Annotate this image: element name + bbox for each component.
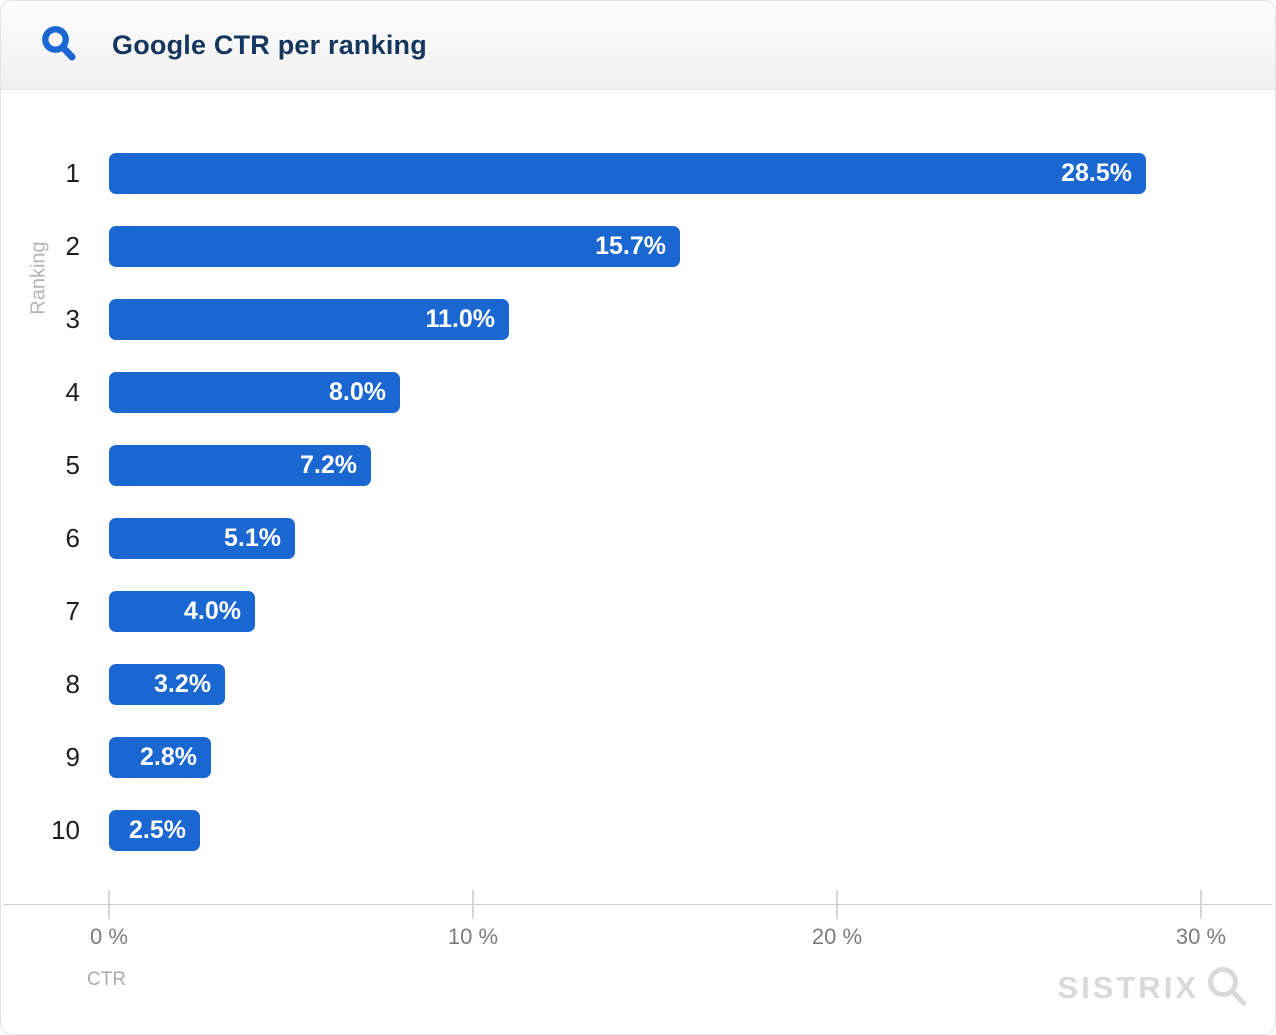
- bar-value-label: 2.8%: [140, 743, 197, 771]
- magnifier-icon: [1203, 964, 1251, 1012]
- ctr-bar[interactable]: 2.5%: [109, 810, 200, 851]
- ctr-bar[interactable]: 8.0%: [109, 372, 400, 413]
- rank-label: 1: [65, 158, 80, 188]
- bar-row: 9 2.8%: [1, 737, 1275, 778]
- watermark-text: SISTRIX: [1057, 970, 1199, 1005]
- rank-label: 7: [65, 596, 80, 626]
- rank-label: 8: [65, 669, 80, 699]
- watermark: SISTRIX: [1057, 964, 1251, 1012]
- ctr-bar[interactable]: 15.7%: [109, 226, 680, 267]
- bar-value-label: 28.5%: [1061, 159, 1132, 187]
- x-axis-tick: [472, 890, 474, 919]
- plot-area: Ranking 1 28.5% 2 15.7% 3 11.0% 4 8.0% 5 7.2% 6 5.1…: [1, 91, 1275, 1034]
- rank-label: 3: [65, 304, 80, 334]
- bar-value-label: 11.0%: [425, 305, 495, 333]
- ctr-bar[interactable]: 11.0%: [109, 299, 509, 340]
- bar-row: 2 15.7%: [1, 226, 1275, 267]
- rank-label: 10: [51, 815, 80, 845]
- ctr-bar[interactable]: 2.8%: [109, 737, 211, 778]
- rank-label: 6: [65, 523, 80, 553]
- ctr-bar[interactable]: 3.2%: [109, 664, 225, 705]
- bar-row: 7 4.0%: [1, 591, 1275, 632]
- search-icon: [38, 24, 80, 66]
- x-axis-title: CTR: [87, 969, 127, 990]
- bar-row: 3 11.0%: [1, 299, 1275, 340]
- bar-row: 4 8.0%: [1, 372, 1275, 413]
- rank-label: 4: [65, 377, 80, 407]
- rank-label: 5: [65, 450, 80, 480]
- x-axis-tick-label: 0 %: [90, 924, 128, 949]
- bar-value-label: 3.2%: [154, 670, 211, 698]
- bar-value-label: 8.0%: [329, 378, 386, 406]
- ctr-bar[interactable]: 28.5%: [109, 153, 1146, 194]
- x-axis-tick: [1200, 890, 1202, 919]
- x-axis-line: [4, 904, 1272, 905]
- rank-label: 2: [65, 231, 80, 261]
- rank-label: 9: [65, 742, 80, 772]
- ctr-bar[interactable]: 5.1%: [109, 518, 295, 559]
- bar-value-label: 5.1%: [224, 524, 281, 552]
- chart-title: Google CTR per ranking: [112, 29, 427, 60]
- bar-row: 5 7.2%: [1, 445, 1275, 486]
- bar-row: 10 2.5%: [1, 810, 1275, 851]
- bar-row: 8 3.2%: [1, 664, 1275, 705]
- chart-header: Google CTR per ranking: [1, 1, 1275, 90]
- x-axis-tick: [836, 890, 838, 919]
- ctr-bar[interactable]: 7.2%: [109, 445, 371, 486]
- bar-row: 1 28.5%: [1, 153, 1275, 194]
- ctr-bar[interactable]: 4.0%: [109, 591, 255, 632]
- bar-value-label: 4.0%: [184, 597, 241, 625]
- x-axis-tick-label: 20 %: [811, 924, 863, 949]
- bar-value-label: 7.2%: [300, 451, 357, 479]
- x-axis-tick-label: 10 %: [447, 924, 499, 949]
- bar-row: 6 5.1%: [1, 518, 1275, 559]
- bar-value-label: 2.5%: [129, 816, 186, 844]
- bar-value-label: 15.7%: [595, 232, 666, 260]
- x-axis-tick: [108, 890, 110, 919]
- x-axis-tick-label: 30 %: [1175, 924, 1227, 949]
